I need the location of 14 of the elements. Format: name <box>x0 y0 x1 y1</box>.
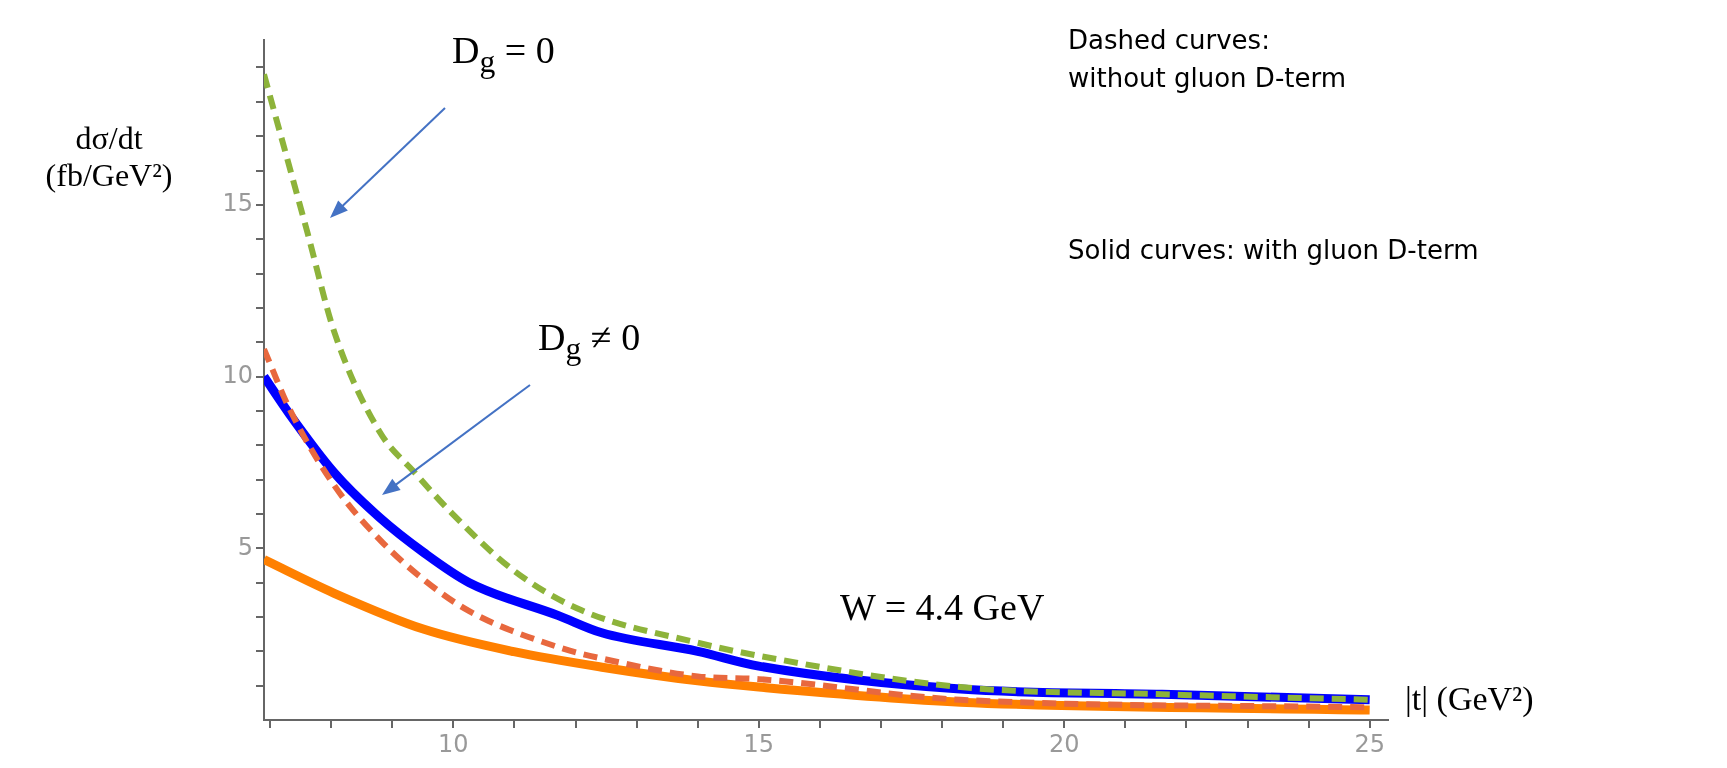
x-axis-title: |t| (GeV²) <box>1405 680 1534 718</box>
annotation: W = 4.4 GeV <box>840 585 1045 629</box>
x-tick-label: 10 <box>438 729 469 758</box>
y-tick-label: 5 <box>237 532 253 561</box>
annotation: Dashed curves: without gluon D-term <box>1068 24 1347 95</box>
annotation: Solid curves: with gluon D-term <box>1068 234 1479 267</box>
y-tick-label: 15 <box>222 189 253 218</box>
y-tick-label: 10 <box>222 360 253 389</box>
y-axis-title: dσ/dt (fb/GeV²) <box>44 120 174 194</box>
annotation: D$_{g}$ = 0 <box>452 28 555 80</box>
annotation: D$_{g}$ ≠ 0 <box>538 315 641 367</box>
x-tick-label: 20 <box>1048 729 1080 758</box>
x-tick-label: 15 <box>743 729 775 758</box>
x-tick-label: 25 <box>1354 729 1385 758</box>
